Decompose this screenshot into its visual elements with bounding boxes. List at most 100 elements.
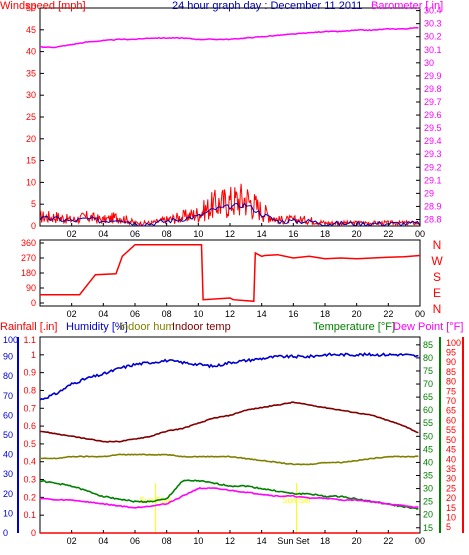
temperature-tick-label: 85 xyxy=(423,340,433,350)
sun-marker-label: Sun Set xyxy=(282,496,311,505)
p1-x-tick-label: 22 xyxy=(383,229,393,239)
humidity-tick-label: 90 xyxy=(3,352,13,362)
p1-x-tick-label: 08 xyxy=(162,229,172,239)
dewpoint-tick-label: 90 xyxy=(446,357,456,367)
temperature-label: Temperature [°F] xyxy=(313,321,395,333)
temperature-series-line xyxy=(39,479,419,510)
p1-x-tick-label: 18 xyxy=(320,229,330,239)
panel2-series xyxy=(40,243,421,303)
p1-x-tick-label: 16 xyxy=(288,229,298,239)
compass-label: W xyxy=(431,254,443,268)
dewpoint-tick-label: 40 xyxy=(446,454,456,464)
temperature-tick-label: 80 xyxy=(423,353,433,363)
panel1-x-axis: 02 04 06 08 10 12 14 16 18 20 22 00 xyxy=(67,223,425,239)
p2-x-tick-label: 16 xyxy=(288,309,298,319)
direction-tick-label: 0 xyxy=(31,298,36,308)
panel3-x-axis: 02 04 06 08 10 12 14 Sun Set 18 20 22 00 xyxy=(67,530,425,546)
dewpoint-tick-label: 35 xyxy=(446,464,456,474)
p2-x-tick-label: 20 xyxy=(352,309,362,319)
barometer-tick-label: 28.8 xyxy=(424,214,442,224)
p3-x-tick-label: 08 xyxy=(162,536,172,546)
rain-tick-label: 1.1 xyxy=(23,335,36,345)
temperature-tick-label: 55 xyxy=(423,418,433,428)
rain-tick-label: 0.7 xyxy=(23,403,36,413)
windspeed-tick-label: 15 xyxy=(26,156,36,166)
p2-x-tick-label: 14 xyxy=(257,309,267,319)
p1-x-tick-label: 14 xyxy=(257,229,267,239)
barometer-tick-label: 29.1 xyxy=(424,175,442,185)
panel1-right-axis: 28.8 28.9 29 29.1 29.2 29.3 29.4 29.5 29.6 29.7 29… xyxy=(416,6,442,224)
barometer-tick-label: 30.4 xyxy=(424,6,442,16)
windspeed-tick-label: 30 xyxy=(26,90,36,100)
barometer-tick-label: 30.1 xyxy=(424,45,442,55)
temperature-tick-label: 25 xyxy=(423,497,433,507)
dewpoint-tick-label: 20 xyxy=(446,493,456,503)
p2-x-tick-label: 10 xyxy=(193,309,203,319)
direction-tick-label: 270 xyxy=(21,253,36,263)
temperature-tick-label: 65 xyxy=(423,392,433,402)
barometer-tick-label: 29.4 xyxy=(424,136,442,146)
p1-x-tick-label: 20 xyxy=(352,229,362,239)
indoor-temp-label: Indoor temp xyxy=(172,321,231,333)
compass-label: S xyxy=(433,270,441,284)
panel3-series xyxy=(39,352,419,534)
temperature-tick-label: 60 xyxy=(423,405,433,415)
windspeed-tick-label: 45 xyxy=(26,25,36,35)
panel2-x-axis: 02 04 06 08 10 12 14 16 18 20 22 00 xyxy=(67,303,425,319)
dewpoint-tick-label: 65 xyxy=(446,406,456,416)
barometer-tick-label: 29.2 xyxy=(424,162,442,172)
panel1-frame xyxy=(39,7,421,227)
dewpoint-tick-label: 100 xyxy=(446,338,461,348)
rain-tick-label: 0.8 xyxy=(23,385,36,395)
dewpoint-tick-label: 80 xyxy=(446,377,456,387)
p2-x-tick-label: 12 xyxy=(225,309,235,319)
p3-x-tick-label: 10 xyxy=(193,536,203,546)
dew-point-label: Dew Point [°F] xyxy=(393,321,463,333)
dewpoint-tick-label: 85 xyxy=(446,367,456,377)
panel2-frame xyxy=(39,239,421,307)
dewpoint-tick-label: 25 xyxy=(446,483,456,493)
rain-tick-label: 0.9 xyxy=(23,368,36,378)
direction-tick-label: 90 xyxy=(26,283,36,293)
p3-x-tick-label: 12 xyxy=(225,536,235,546)
barometer-tick-label: 29.7 xyxy=(424,97,442,107)
p1-x-tick-label: 04 xyxy=(98,229,108,239)
dewpoint-tick-label: 55 xyxy=(446,425,456,435)
indoor-hum-series-line xyxy=(39,453,419,466)
windspeed-tick-label: 10 xyxy=(26,177,36,187)
barometer-label: Barometer [.in] xyxy=(371,0,443,12)
barometer-tick-label: 30.2 xyxy=(424,32,442,42)
dewpoint-tick-label: 95 xyxy=(446,348,456,358)
humidity-tick-label: 60 xyxy=(3,410,13,420)
rain-tick-label: 0.3 xyxy=(23,475,36,485)
p2-x-tick-label: 22 xyxy=(383,309,393,319)
windspeed-tick-label: 50 xyxy=(26,3,36,13)
barometer-tick-label: 29.3 xyxy=(424,149,442,159)
windspeed-label: Windspeed [mph] xyxy=(0,0,86,12)
windspeed-tick-label: 0 xyxy=(31,221,36,231)
barometer-tick-label: 29.5 xyxy=(424,123,442,133)
humidity-tick-label: 70 xyxy=(3,391,13,401)
p1-x-tick-label: 00 xyxy=(415,229,425,239)
windspeed-tick-label: 20 xyxy=(26,134,36,144)
windspeed-tick-label: 35 xyxy=(26,68,36,78)
temperature-tick-label: 15 xyxy=(423,523,433,533)
humidity-tick-label: 80 xyxy=(3,371,13,381)
humidity-tick-label: 100 xyxy=(3,335,18,345)
direction-tick-label: 180 xyxy=(21,268,36,278)
dew-point-series-line xyxy=(39,487,419,509)
barometer-tick-label: 29.9 xyxy=(424,71,442,81)
humidity-series-line xyxy=(39,352,419,401)
temperature-tick-label: 70 xyxy=(423,379,433,389)
barometer-tick-label: 29.6 xyxy=(424,110,442,120)
barometer-tick-label: 30 xyxy=(424,58,434,68)
rain-tick-label: 0 xyxy=(31,528,36,538)
temperature-tick-label: 30 xyxy=(423,484,433,494)
humidity-label: Humidity [%] xyxy=(66,321,128,333)
p1-x-tick-label: 02 xyxy=(67,229,77,239)
direction-tick-label: 360 xyxy=(21,238,36,248)
windspeed-tick-label: 5 xyxy=(31,199,36,209)
temperature-tick-label: 50 xyxy=(423,431,433,441)
panel1-left-axis: 0 5 10 15 20 25 30 35 40 45 50 xyxy=(26,3,44,231)
